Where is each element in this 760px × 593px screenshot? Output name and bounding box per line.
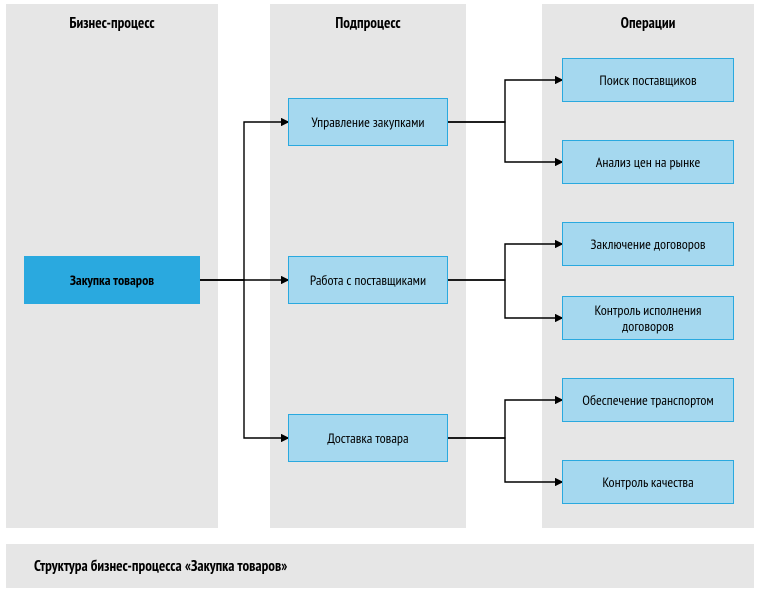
node-box: Контроль исполнения договоров (562, 296, 734, 340)
diagram-caption: Структура бизнес-процесса «Закупка товар… (6, 544, 754, 588)
node-box: Работа с поставщиками (288, 256, 448, 304)
column-header: Подпроцесс (270, 14, 466, 33)
diagram-canvas: Структура бизнес-процесса «Закупка товар… (0, 0, 760, 593)
node-box: Заключение договоров (562, 222, 734, 266)
root-node: Закупка товаров (24, 256, 200, 304)
node-box: Обеспечение транспортом (562, 378, 734, 422)
node-box: Управление закупками (288, 98, 448, 146)
column-header: Операции (542, 14, 754, 33)
column-header: Бизнес-процесс (6, 14, 218, 33)
caption-text: Структура бизнес-процесса «Закупка товар… (34, 557, 287, 576)
node-box: Поиск поставщиков (562, 58, 734, 102)
node-box: Анализ цен на рынке (562, 140, 734, 184)
node-box: Контроль качества (562, 460, 734, 504)
node-box: Доставка товара (288, 414, 448, 462)
